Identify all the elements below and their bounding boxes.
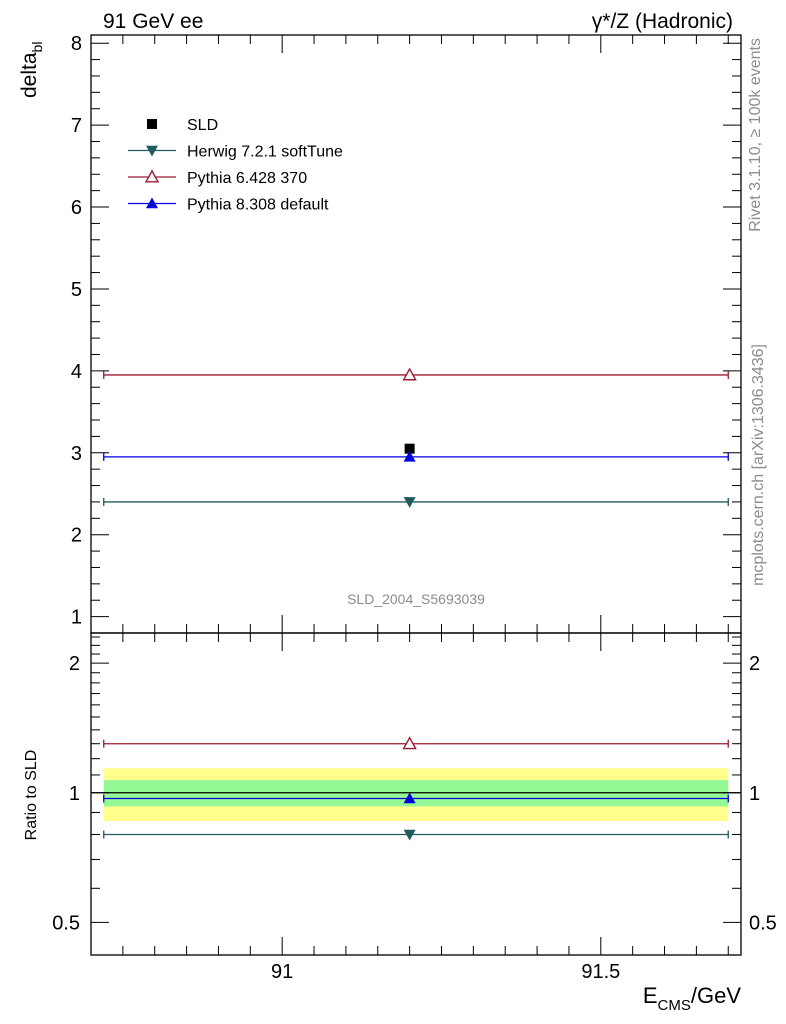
y-axis-label-ratio: Ratio to SLD (23, 750, 40, 841)
legend-label-pythia-6-428-370: Pythia 6.428 370 (187, 170, 307, 187)
x-axis-label-unit: /GeV (691, 983, 741, 1008)
y-main-tick-label-5: 5 (71, 279, 82, 301)
legend-marker-pythia-6-428-370 (144, 169, 160, 183)
ratio-series (103, 736, 729, 841)
legend-marker-herwig-7-2-1-softtune (146, 145, 158, 157)
x-tick-label-91: 91 (271, 961, 293, 983)
header-right: γ*/Z (Hadronic) (592, 10, 733, 33)
legend-label-pythia-8-308-default: Pythia 8.308 default (187, 197, 329, 214)
sld-point (404, 443, 415, 454)
legend-marker-sld (147, 119, 157, 129)
legend-label-sld: SLD (187, 117, 218, 134)
x-axis-label: ECMS/GeV (643, 983, 741, 1014)
axes: 91 91.5 1 2 3 4 5 6 7 8 0.5 0.5 1 1 2 2 (52, 33, 777, 983)
ratio-error-bands (91, 768, 741, 821)
y-main-tick-label-2: 2 (71, 525, 82, 547)
y-main-tick-label-7: 7 (71, 115, 82, 137)
herwig-7-2-1-softtune-point (403, 497, 416, 508)
y-axis-label-main: deltabl (18, 42, 45, 98)
header-left: 91 GeV ee (103, 10, 203, 33)
y-axis-label-main-text: deltabl (18, 42, 45, 98)
y-main-tick-label-6: 6 (71, 197, 82, 219)
herwig-7-2-1-softtune-ratio-point (403, 829, 416, 841)
x-axis-label-text: ECMS/GeV (643, 983, 741, 1014)
pythia-6-428-370-ratio-point (402, 736, 417, 750)
pythia-6-428-370-point (402, 367, 417, 381)
y-main-tick-label-8: 8 (71, 33, 82, 55)
ratio-frame (90, 632, 742, 956)
y-main-tick-label-1: 1 (71, 607, 82, 629)
pythia-8-308-default-point (403, 450, 416, 462)
y-ratio-tick-label-left-1: 1 (69, 783, 80, 805)
mcplots-label: mcplots.cern.ch [arXiv:1306.3436] (750, 344, 767, 586)
y-ratio-tick-label-right-2: 2 (749, 653, 760, 675)
x-tick-label-91.5: 91.5 (581, 961, 620, 983)
y-ratio-tick-label-left-2: 2 (69, 653, 80, 675)
legend-marker-pythia-8-308-default (146, 197, 158, 209)
x-axis-label-sub: CMS (658, 997, 691, 1014)
main-series (103, 367, 729, 508)
y-ratio-tick-label-left-0.5: 0.5 (52, 912, 80, 934)
y-ratio-tick-label-right-0.5: 0.5 (749, 912, 777, 934)
y-ratio-tick-label-right-1: 1 (749, 783, 760, 805)
y-axis-label-main-sub: bl (29, 42, 45, 53)
legend: SLD Herwig 7.2.1 softTune Pythia 6.428 370… (128, 117, 343, 214)
pythia-8-308-default-ratio-point (403, 792, 416, 804)
y-main-tick-label-3: 3 (71, 443, 82, 465)
rivet-label: Rivet 3.1.10, ≥ 100k events (747, 38, 764, 232)
analysis-watermark: SLD_2004_S5693039 (347, 591, 485, 607)
legend-label-herwig-7-2-1-softtune: Herwig 7.2.1 softTune (187, 144, 343, 161)
y-main-tick-label-4: 4 (71, 361, 82, 383)
